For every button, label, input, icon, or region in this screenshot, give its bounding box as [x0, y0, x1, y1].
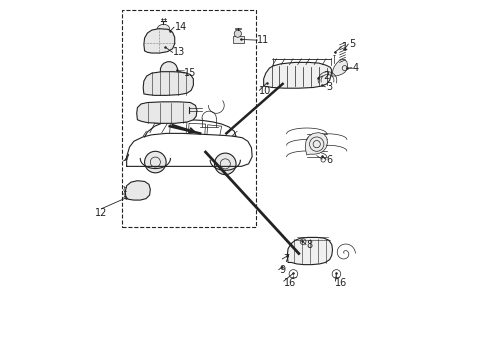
- Text: 5: 5: [349, 39, 355, 49]
- Polygon shape: [305, 133, 327, 155]
- Text: 14: 14: [175, 22, 188, 32]
- Text: 10: 10: [259, 86, 271, 96]
- Text: 2: 2: [323, 71, 329, 81]
- Polygon shape: [157, 24, 170, 34]
- Polygon shape: [144, 29, 175, 53]
- Polygon shape: [143, 72, 194, 95]
- Bar: [233, 36, 244, 43]
- Text: 6: 6: [327, 155, 333, 165]
- Polygon shape: [125, 181, 150, 200]
- Text: 16: 16: [335, 278, 347, 288]
- Text: 4: 4: [353, 63, 359, 73]
- Text: 9: 9: [279, 265, 286, 275]
- Text: 16: 16: [284, 278, 296, 288]
- Text: 3: 3: [326, 82, 332, 92]
- Text: 11: 11: [257, 35, 270, 45]
- Polygon shape: [332, 59, 347, 76]
- Polygon shape: [145, 120, 236, 137]
- Polygon shape: [126, 134, 252, 166]
- Circle shape: [215, 153, 236, 175]
- Text: 12: 12: [95, 208, 107, 218]
- Polygon shape: [287, 237, 333, 265]
- Circle shape: [234, 30, 242, 37]
- Text: 7: 7: [283, 254, 289, 264]
- Text: 13: 13: [172, 47, 185, 57]
- Polygon shape: [137, 102, 197, 123]
- Text: 1: 1: [342, 42, 348, 52]
- Circle shape: [160, 62, 177, 79]
- Text: 15: 15: [184, 68, 196, 78]
- Polygon shape: [264, 62, 332, 88]
- Text: 8: 8: [307, 240, 313, 250]
- Circle shape: [145, 151, 166, 173]
